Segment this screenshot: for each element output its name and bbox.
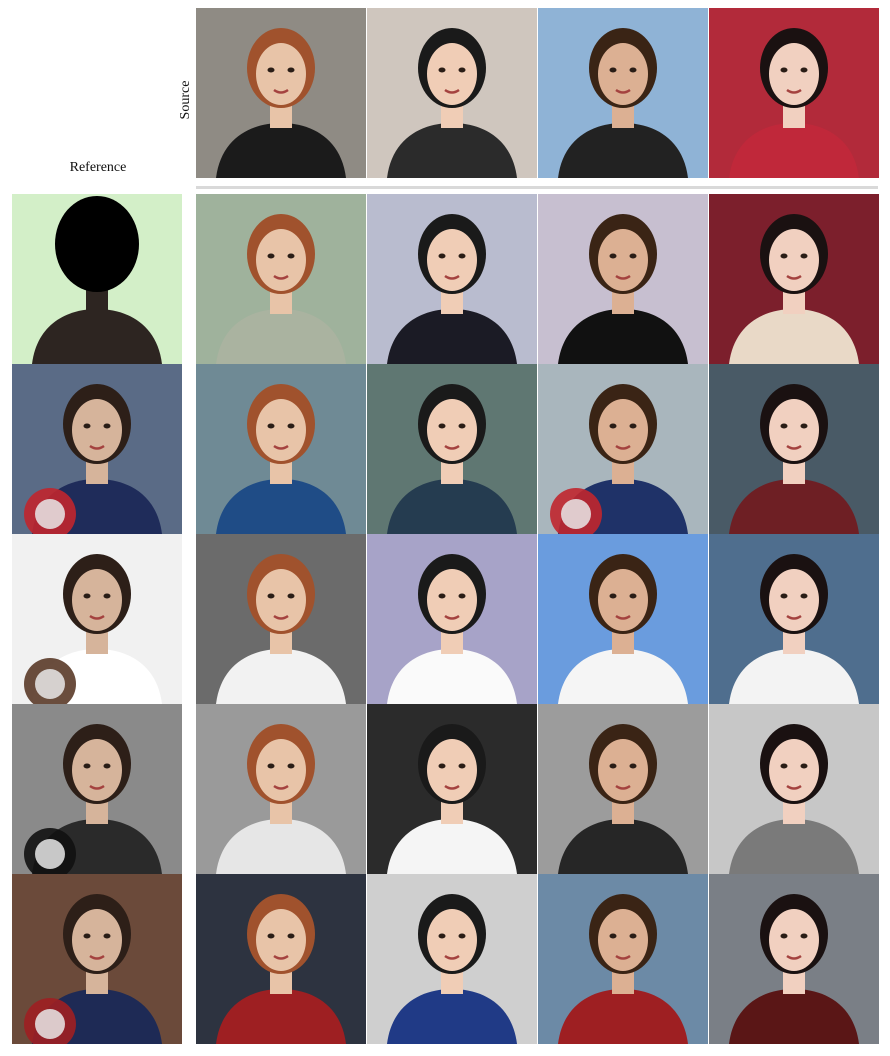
result-image-r2-c2 <box>367 364 537 534</box>
source-image-2 <box>367 8 537 178</box>
result-image-r5-c3 <box>538 874 708 1044</box>
result-image-r3-c1 <box>196 534 366 704</box>
reference-image-5 <box>12 874 182 1044</box>
result-image-r5-c4 <box>709 874 879 1044</box>
source-image-4 <box>709 8 879 178</box>
reference-image-3 <box>12 534 182 704</box>
row-divider <box>196 186 878 189</box>
result-image-r3-c4 <box>709 534 879 704</box>
result-image-r3-c2 <box>367 534 537 704</box>
reference-axis-label: Reference <box>69 160 127 175</box>
reference-image-1 <box>12 194 182 364</box>
result-image-r4-c3 <box>538 704 708 874</box>
source-axis-label: Source <box>178 70 194 130</box>
result-image-r1-c4 <box>709 194 879 364</box>
source-image-1 <box>196 8 366 178</box>
result-image-r3-c3 <box>538 534 708 704</box>
result-image-r2-c1 <box>196 364 366 534</box>
source-image-3 <box>538 8 708 178</box>
reference-image-4 <box>12 704 182 874</box>
result-image-r1-c1 <box>196 194 366 364</box>
result-image-r4-c4 <box>709 704 879 874</box>
result-image-r5-c1 <box>196 874 366 1044</box>
reference-image-2 <box>12 364 182 534</box>
result-image-r4-c1 <box>196 704 366 874</box>
result-image-r1-c3 <box>538 194 708 364</box>
result-image-r2-c4 <box>709 364 879 534</box>
result-image-r5-c2 <box>367 874 537 1044</box>
result-image-r1-c2 <box>367 194 537 364</box>
result-image-r4-c2 <box>367 704 537 874</box>
source-label-text: Source <box>178 80 193 120</box>
result-image-r2-c3 <box>538 364 708 534</box>
